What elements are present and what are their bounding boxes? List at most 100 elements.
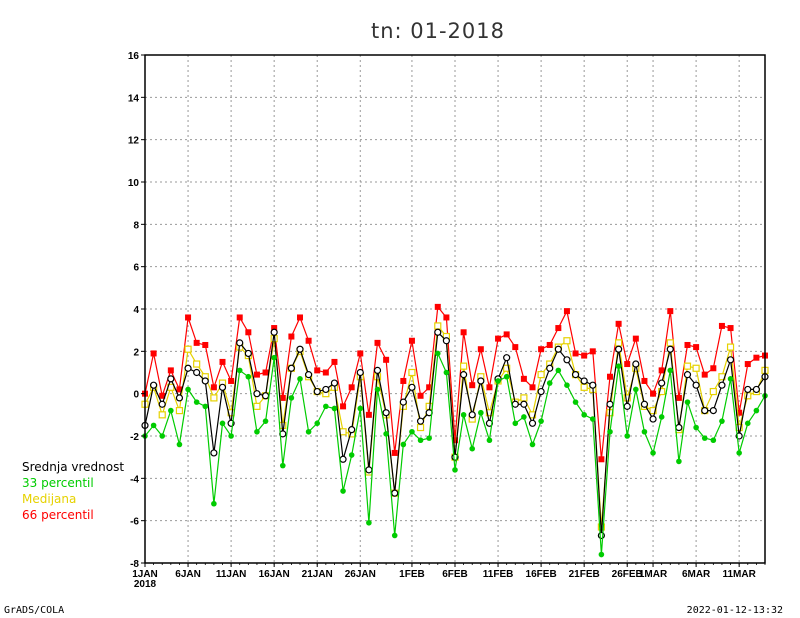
data-point: [434, 328, 442, 336]
data-point: [615, 320, 622, 327]
data-point: [701, 371, 708, 378]
data-point: [469, 382, 476, 389]
y-axis: -8 -6 -4 -2 0 2 4 6 8 10 12 14 16: [128, 51, 145, 570]
data-point: [168, 407, 174, 414]
data-point: [529, 441, 536, 448]
data-point: [667, 308, 674, 315]
data-point: [288, 395, 295, 401]
x-tick-label: 11FEB: [483, 569, 514, 580]
data-point: [580, 377, 588, 385]
data-point: [675, 423, 683, 432]
data-point: [202, 403, 209, 410]
x-tick-label: 26FEB: [612, 569, 643, 580]
data-point: [244, 349, 252, 358]
data-point: [624, 433, 631, 439]
data-point: [693, 344, 700, 351]
data-point: [460, 412, 467, 418]
y-tick-label: -2: [130, 432, 139, 443]
data-point: [426, 435, 432, 441]
data-point: [520, 375, 527, 382]
x-tick-label: 1FEB: [399, 569, 425, 580]
data-point: [683, 371, 692, 379]
data-point: [640, 400, 649, 408]
data-point: [641, 428, 648, 435]
data-point: [736, 450, 742, 456]
data-point: [718, 322, 725, 329]
data-point: [391, 489, 399, 497]
legend: Srednja vrednost 33 percentil Medijana 6…: [22, 460, 124, 522]
data-point: [615, 363, 622, 369]
data-point: [701, 435, 708, 441]
data-point: [598, 456, 605, 463]
data-point: [615, 345, 623, 353]
data-point: [710, 437, 717, 444]
data-point: [477, 346, 484, 353]
data-point: [434, 322, 442, 330]
data-point: [563, 337, 571, 345]
data-point: [279, 462, 286, 469]
x-tick-label: 6JAN: [175, 569, 201, 580]
data-point: [649, 415, 657, 423]
data-point: [485, 409, 494, 417]
data-point: [623, 402, 631, 410]
data-point: [202, 341, 209, 348]
data-point: [297, 376, 303, 382]
data-point: [176, 441, 183, 448]
data-point: [270, 328, 278, 336]
y-tick-label: -8: [130, 559, 139, 570]
y-tick-label: 16: [128, 51, 140, 62]
data-point: [236, 339, 244, 347]
x-tick-label: 6FEB: [442, 569, 468, 580]
data-point: [718, 381, 726, 389]
data-point: [658, 367, 665, 374]
series-srednja-vrednost: [141, 328, 769, 540]
data-point: [452, 467, 458, 473]
data-point: [158, 411, 166, 419]
data-point: [537, 371, 545, 379]
data-point: [443, 369, 450, 376]
data-point: [416, 423, 425, 432]
data-point: [399, 398, 407, 406]
data-point: [581, 412, 587, 418]
data-point: [297, 314, 303, 321]
chart-title: tn: 01-2018: [371, 19, 505, 43]
data-point: [520, 400, 528, 408]
data-point: [546, 341, 553, 348]
data-point: [245, 373, 252, 380]
data-point: [322, 369, 329, 376]
data-point: [236, 367, 243, 374]
data-point: [287, 364, 295, 372]
data-point: [323, 403, 329, 410]
data-point: [253, 402, 261, 410]
data-point: [564, 382, 570, 389]
data-point: [744, 361, 751, 368]
data-point: [218, 383, 227, 391]
x-tick-label: 16JAN: [259, 569, 290, 580]
data-point: [408, 337, 415, 344]
data-point: [210, 449, 218, 457]
data-point: [409, 428, 415, 435]
data-point: [503, 373, 510, 380]
y-tick-label: -4: [130, 474, 139, 485]
data-point: [503, 331, 510, 338]
data-point: [572, 399, 579, 405]
data-point: [374, 386, 381, 393]
legend-item-p66: 66 percentil: [22, 508, 94, 522]
data-point: [666, 345, 674, 353]
series-layer: [141, 303, 769, 558]
data-point: [365, 411, 372, 418]
data-point: [709, 387, 717, 396]
data-point: [684, 341, 691, 348]
data-point: [597, 531, 605, 540]
data-point: [305, 371, 313, 379]
footer-timestamp: 2022-01-12-13:32: [687, 605, 783, 616]
data-point: [253, 371, 260, 378]
data-point: [340, 488, 346, 494]
data-point: [296, 345, 304, 353]
data-point: [417, 392, 424, 399]
data-point: [400, 377, 407, 384]
legend-item-mean: Srednja vrednost: [22, 460, 124, 474]
data-point: [641, 377, 648, 384]
data-point: [469, 445, 476, 452]
